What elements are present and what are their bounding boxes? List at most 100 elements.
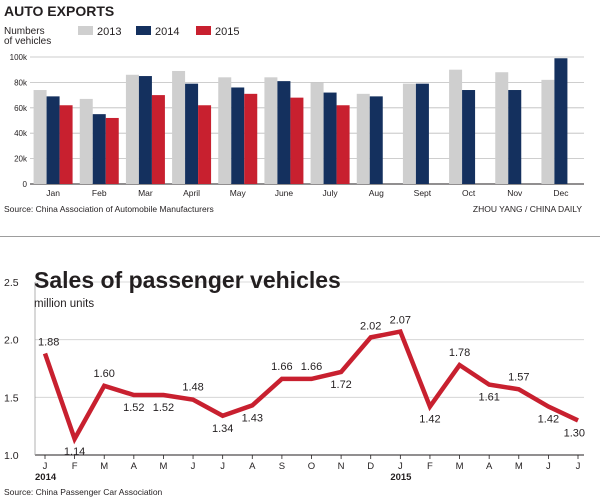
- sales-value-label: 1.42: [538, 414, 559, 426]
- sales-x-tick-label: O: [308, 461, 315, 472]
- bar-2013-jan: [33, 90, 47, 184]
- bar-2013-april: [172, 70, 186, 184]
- section-divider: [0, 236, 600, 237]
- sales-x-tick-label: M: [456, 461, 464, 472]
- bar-2015-jan: [59, 105, 73, 184]
- sales-value-label: 1.34: [212, 423, 233, 435]
- exports-ylabel-line1: Numbers: [4, 26, 45, 37]
- exports-credit: ZHOU YANG / CHINA DAILY: [473, 204, 582, 214]
- exports-x-tick-label: July: [323, 188, 339, 198]
- bar-2014-may: [231, 87, 245, 184]
- exports-y-tick-label: 0: [23, 180, 28, 189]
- sales-x-tick-label: J: [220, 461, 225, 472]
- exports-x-tick-label: Dec: [553, 188, 569, 198]
- sales-value-label: 1.14: [64, 446, 85, 458]
- bar-2013-july: [310, 82, 324, 184]
- sales-x-tick-label: M: [159, 461, 167, 472]
- sales-value-label: 1.66: [271, 361, 292, 373]
- legend-swatch-2013: [78, 26, 93, 35]
- bar-2014-nov: [508, 90, 522, 184]
- exports-x-tick-label: April: [183, 188, 200, 198]
- sales-unit: million units: [34, 298, 94, 310]
- exports-y-tick-label: 20k: [14, 155, 28, 164]
- sales-x-tick-label: J: [43, 461, 48, 472]
- exports-y-axis: 0 20k 40k 60k 80k 100k: [10, 53, 28, 189]
- exports-source: Source: China Association of Automobile …: [4, 204, 214, 214]
- sales-x-tick-label: A: [486, 461, 493, 472]
- sales-value-label: 1.61: [478, 392, 499, 404]
- bar-2014-oct: [462, 90, 476, 184]
- sales-x-tick-label: M: [100, 461, 108, 472]
- bar-2015-april: [198, 105, 212, 184]
- exports-x-tick-label: Oct: [462, 188, 476, 198]
- bar-2013-nov: [495, 72, 509, 184]
- bar-2014-sept: [415, 83, 429, 184]
- exports-x-tick-label: Mar: [138, 188, 153, 198]
- legend-swatch-2015: [196, 26, 211, 35]
- exports-x-tick-label: Sept: [414, 188, 432, 198]
- bar-2013-aug: [356, 93, 370, 184]
- sales-title: Sales of passenger vehicles: [34, 267, 341, 293]
- sales-value-label: 1.57: [508, 371, 529, 383]
- bar-2014-dec: [554, 58, 568, 184]
- exports-legend: 2013 2014 2015: [78, 26, 239, 38]
- auto-exports-chart: AUTO EXPORTS Numbers of vehicles 2013 201…: [4, 3, 584, 214]
- sales-x-tick-label: J: [191, 461, 196, 472]
- bar-2015-feb: [105, 117, 119, 184]
- sales-value-label: 1.52: [153, 402, 174, 414]
- sales-value-label: 1.66: [301, 361, 322, 373]
- legend-swatch-2014: [136, 26, 151, 35]
- sales-year-label: 2015: [390, 472, 412, 483]
- exports-bars: [33, 58, 568, 184]
- bar-2014-aug: [369, 96, 383, 184]
- legend-label-2014: 2014: [155, 26, 179, 38]
- exports-y-tick-label: 100k: [10, 53, 28, 62]
- exports-title: AUTO EXPORTS: [4, 3, 114, 19]
- sales-x-tick-label: D: [367, 461, 374, 472]
- sales-x-tick-label: J: [546, 461, 551, 472]
- bar-2014-june: [277, 81, 291, 184]
- bar-2014-mar: [138, 76, 152, 184]
- sales-x-tick-label: J: [398, 461, 403, 472]
- sales-x-tick-label: F: [72, 461, 78, 472]
- bar-2013-oct: [449, 69, 463, 184]
- sales-gridlines: [34, 281, 584, 456]
- exports-y-tick-label: 40k: [14, 129, 28, 138]
- sales-x-tick-label: N: [338, 461, 345, 472]
- sales-x-tick-label: A: [131, 461, 138, 472]
- sales-y-tick-label: 1.5: [4, 392, 19, 404]
- sales-value-labels: 1.88 1.14 1.60 1.52 1.52 1.48 1.34 1.43 1.66 1.66…: [38, 315, 585, 458]
- exports-x-tick-label: Aug: [369, 188, 384, 198]
- legend-label-2015: 2015: [215, 26, 239, 38]
- sales-x-tick-label: S: [279, 461, 285, 472]
- sales-value-label: 1.88: [38, 337, 59, 349]
- exports-y-tick-label: 60k: [14, 104, 28, 113]
- bar-2015-may: [244, 93, 258, 184]
- exports-ylabel-line2: of vehicles: [4, 36, 51, 47]
- sales-value-label: 1.43: [242, 412, 263, 424]
- sales-line: [42, 329, 579, 445]
- bar-2014-feb: [92, 114, 106, 184]
- exports-gridlines: [30, 56, 584, 185]
- bar-2013-may: [218, 77, 232, 184]
- sales-year-label: 2014: [35, 472, 57, 483]
- sales-value-label: 1.72: [330, 379, 351, 391]
- sales-y-tick-label: 2.0: [4, 335, 19, 347]
- sales-y-tick-label: 1.0: [4, 450, 19, 462]
- sales-x-tick-label: M: [515, 461, 523, 472]
- bar-2013-feb: [79, 98, 93, 184]
- bar-2013-mar: [125, 74, 139, 184]
- bar-2015-mar: [151, 95, 165, 184]
- sales-value-label: 1.42: [419, 414, 440, 426]
- sales-source: Source: China Passenger Car Association: [4, 487, 163, 497]
- exports-x-tick-label: Nov: [507, 188, 523, 198]
- passenger-sales-chart: 1.0 1.5 2.0 2.5 Sales of passenger vehicles…: [4, 267, 585, 497]
- sales-value-label: 1.78: [449, 347, 470, 359]
- exports-y-tick-label: 80k: [14, 78, 28, 87]
- bar-2014-july: [323, 92, 337, 184]
- bar-2014-april: [185, 83, 199, 184]
- sales-value-label: 1.60: [94, 368, 115, 380]
- sales-value-label: 1.52: [123, 402, 144, 414]
